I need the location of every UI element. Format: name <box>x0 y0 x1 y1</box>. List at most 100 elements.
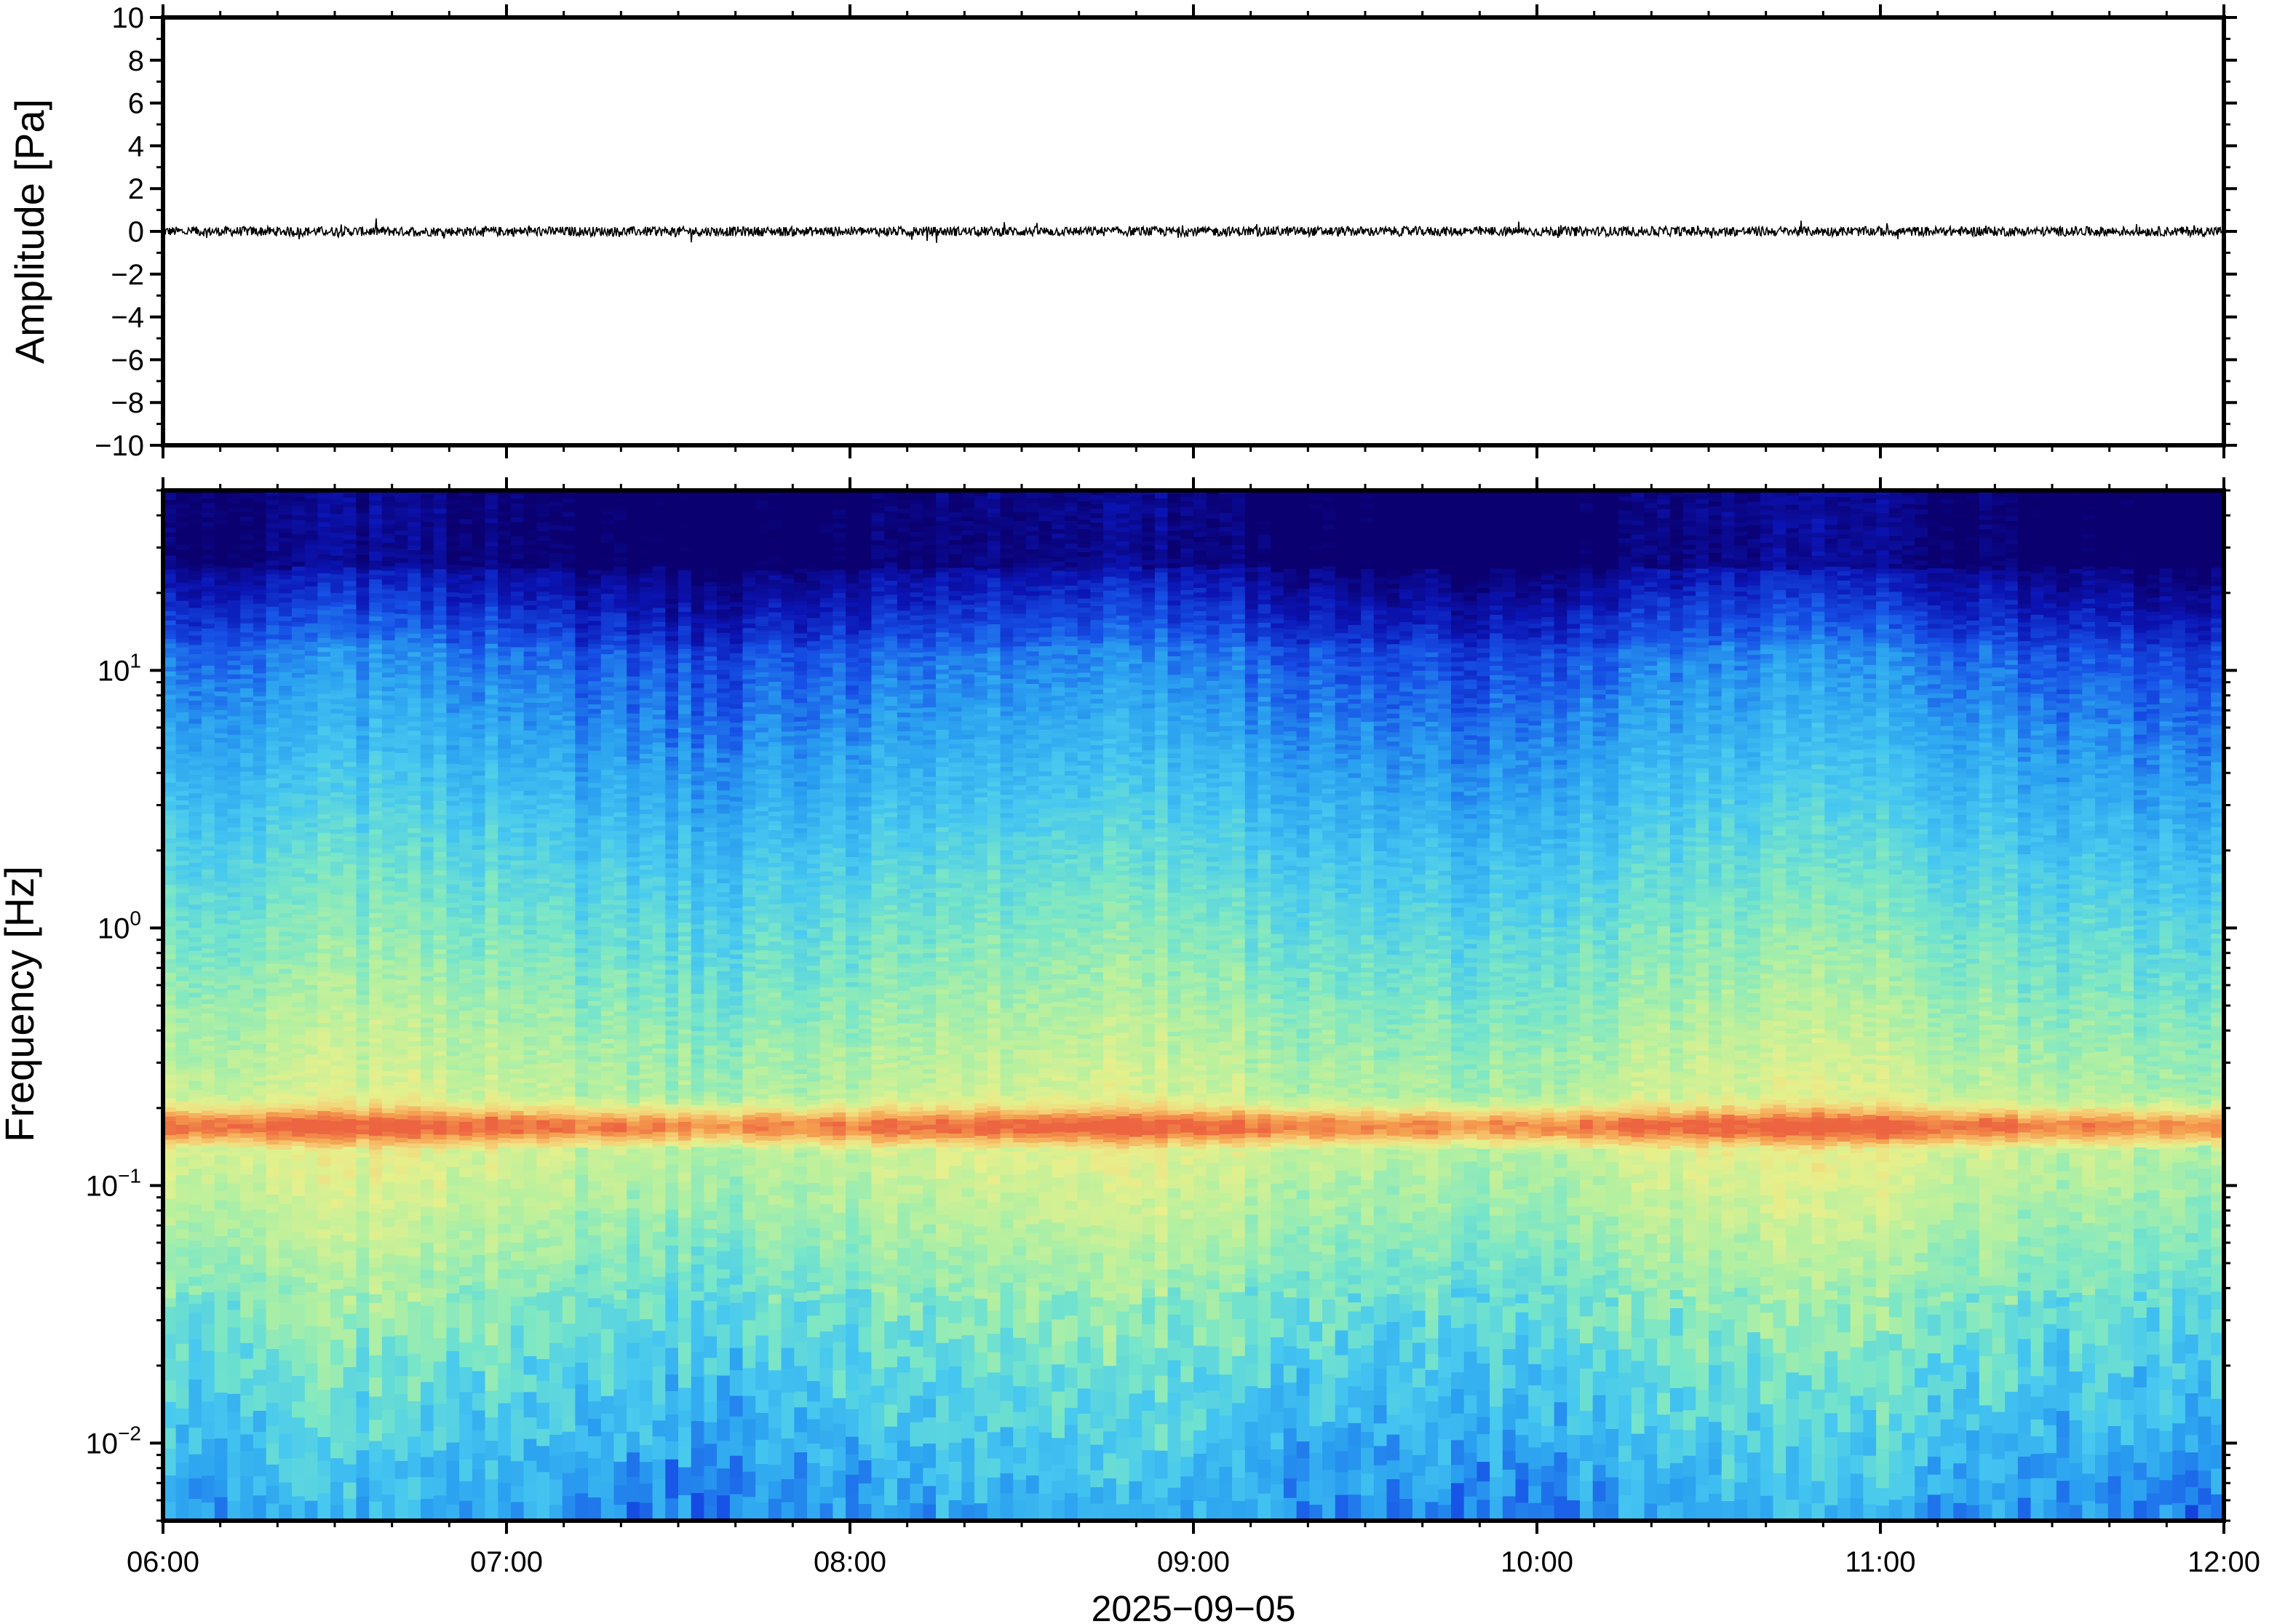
spectrogram-cell <box>240 739 254 744</box>
spectrogram-cell <box>511 1269 525 1278</box>
spectrogram-cell <box>215 709 229 715</box>
spectrogram-cell <box>446 578 460 583</box>
spectrogram-cell <box>395 715 409 720</box>
spectrogram-cell <box>472 965 486 970</box>
spectrogram-cell <box>240 952 254 957</box>
spectrogram-cell <box>176 1110 190 1115</box>
spectrogram-cell <box>472 1393 486 1411</box>
spectrogram-cell <box>434 1055 448 1060</box>
spectrogram-cell <box>408 702 421 707</box>
spectrogram-cell <box>434 1297 448 1321</box>
spectrogram-cell <box>330 801 344 806</box>
spectrogram-cell <box>459 709 473 714</box>
spectrogram-cell <box>253 844 267 849</box>
spectrogram-cell <box>215 1145 229 1150</box>
spectrogram-cell <box>266 662 280 667</box>
spectrogram-cell <box>472 1254 486 1264</box>
spectrogram-cell <box>369 834 383 839</box>
spectrogram-cell <box>253 1290 267 1299</box>
spectrogram-cell <box>202 1138 215 1143</box>
spectrogram-cell <box>228 1210 242 1219</box>
spectrogram-cell <box>395 1165 409 1174</box>
spectrogram-cell <box>434 787 448 792</box>
spectrogram-cell <box>266 958 280 963</box>
spectrogram-cell <box>511 508 525 513</box>
spectrogram-cell <box>357 1347 370 1372</box>
spectrogram-cell <box>498 720 512 725</box>
spectrogram-cell <box>317 1211 331 1220</box>
spectrogram-cell <box>317 907 331 912</box>
spectrogram-cell <box>472 1058 486 1063</box>
spectrogram-cell <box>215 803 229 808</box>
spectrogram-cell <box>253 937 267 942</box>
spectrogram-cell <box>472 840 486 845</box>
spectrogram-cell <box>369 1312 383 1332</box>
spectrogram-cell <box>369 1158 383 1168</box>
spectrogram-cell <box>292 775 306 780</box>
spectrogram-cell <box>459 556 473 561</box>
spectrogram-cell <box>279 578 293 584</box>
spectrogram-cell <box>434 708 448 713</box>
spectrogram-cell <box>395 1460 409 1478</box>
spectrogram-cell <box>215 830 229 835</box>
spectrogram-cell <box>279 931 293 936</box>
spectrogram-cell <box>524 1078 538 1083</box>
spectrogram-cell <box>343 641 357 646</box>
spectrogram-cell <box>485 661 499 666</box>
spectrogram-cell <box>266 940 280 945</box>
spectrogram-cell <box>485 610 499 616</box>
spectrogram-cell <box>459 927 473 932</box>
spectrogram-cell <box>434 656 448 661</box>
spectrogram-cell <box>511 637 525 642</box>
spectrogram-cell <box>408 1046 421 1051</box>
spectrogram-cell <box>330 861 344 867</box>
spectrogram-cell <box>343 1114 357 1119</box>
spectrogram-cell <box>240 1264 254 1273</box>
spectrogram-cell <box>472 1044 486 1049</box>
spectrogram-cell <box>395 1210 409 1219</box>
spectrogram-cell <box>343 1035 357 1040</box>
spectrogram-cell <box>279 644 293 649</box>
spectrogram-cell <box>459 639 473 644</box>
spectrogram-cell <box>382 1362 396 1391</box>
spectrogram-cell <box>317 897 331 902</box>
spectrogram-cell <box>357 1256 370 1265</box>
spectrogram-cell <box>240 1119 254 1124</box>
spectrogram-cell <box>228 632 242 637</box>
spectrogram-cell <box>176 633 190 638</box>
spectrogram-cell <box>330 1270 344 1280</box>
spectrogram-cell <box>330 968 344 973</box>
spectrogram-cell <box>395 549 409 554</box>
spectrogram-cell <box>215 580 229 585</box>
spectrogram-cell <box>369 1015 383 1020</box>
spectrogram-cell <box>279 685 293 690</box>
spectrogram-cell <box>395 854 409 859</box>
spectrogram-cell <box>421 582 434 587</box>
spectrogram-cell <box>253 830 267 835</box>
spectrogram-cell <box>511 522 525 527</box>
spectrogram-cell <box>330 963 344 968</box>
spectrogram-cell <box>202 1078 215 1083</box>
spectrogram-cell <box>317 693 331 698</box>
spectrogram-cell <box>188 594 202 599</box>
spectrogram-cell <box>498 855 512 860</box>
spectrogram-cell <box>292 858 306 863</box>
spectrogram-cell <box>408 958 421 963</box>
spectrogram-cell <box>459 950 473 955</box>
spectrogram-cell <box>343 692 357 697</box>
spectrogram-cell <box>446 610 460 616</box>
spectrogram-cell <box>279 546 293 552</box>
spectrogram-cell <box>472 872 486 877</box>
spectrogram-cell <box>382 700 396 705</box>
spectrogram-cell <box>485 616 499 621</box>
spectrogram-cell <box>279 875 293 880</box>
spectrogram-cell <box>202 1003 215 1008</box>
spectrogram-cell <box>215 520 229 525</box>
spectrogram-cell <box>343 696 357 701</box>
spectrogram-cell <box>317 1166 331 1175</box>
spectrogram-cell <box>421 966 434 971</box>
spectrogram-cell <box>317 610 331 615</box>
spectrogram-cell <box>215 733 229 738</box>
spectrogram-cell <box>434 592 448 597</box>
spectrogram-cell <box>330 555 344 560</box>
